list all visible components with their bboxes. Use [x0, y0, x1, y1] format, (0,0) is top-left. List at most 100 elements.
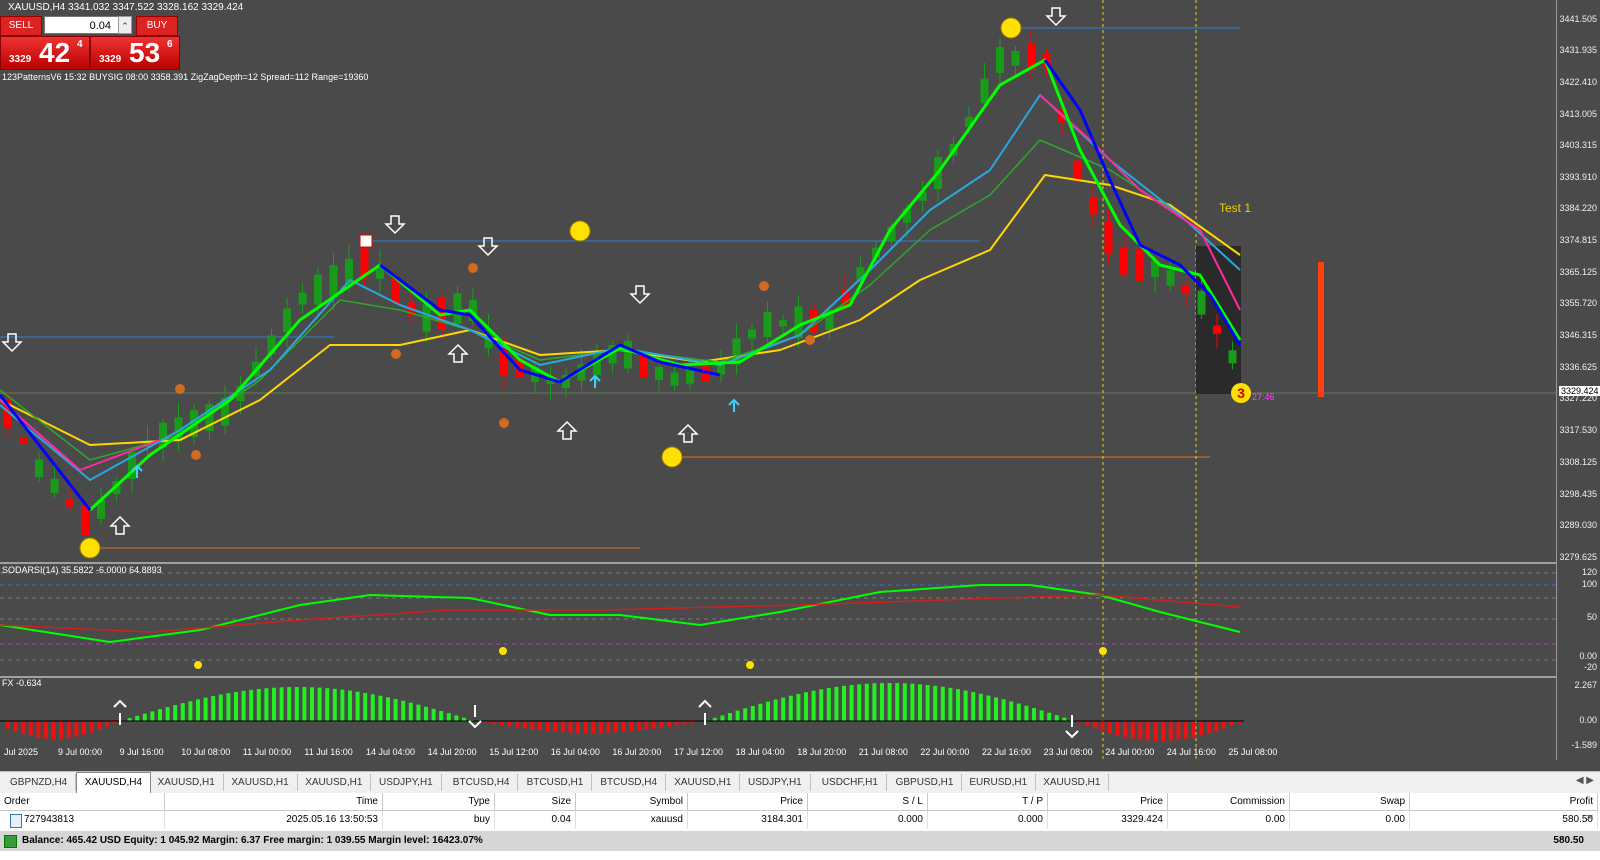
sell-label[interactable]: SELL: [0, 16, 42, 36]
fx-histogram-bar: [1168, 721, 1173, 741]
candle-body: [50, 478, 59, 493]
buy-label[interactable]: BUY: [136, 16, 178, 36]
pane-separator[interactable]: [0, 676, 1556, 678]
fx-histogram-bar: [294, 687, 299, 721]
candle-body: [1135, 248, 1144, 281]
candle-body: [779, 320, 787, 327]
fx-histogram-bar: [218, 694, 223, 721]
candle-body: [763, 311, 772, 338]
table-header[interactable]: S / L: [808, 793, 928, 811]
table-cell[interactable]: 0.00: [1168, 811, 1290, 829]
table-cell[interactable]: 727943813: [0, 811, 165, 829]
table-header[interactable]: Price: [1048, 793, 1168, 811]
chart-tab[interactable]: GBPNZD,H4: [2, 774, 77, 791]
cross-box-marker: [359, 234, 373, 248]
fx-histogram-bar: [264, 688, 269, 721]
fx-histogram-bar: [1130, 721, 1135, 739]
fx-histogram-bar: [1100, 721, 1105, 731]
chart-tab[interactable]: GBPUSD,H1: [888, 774, 963, 791]
table-header[interactable]: Time: [165, 793, 383, 811]
fx-histogram-bar: [712, 717, 717, 721]
cyan-up-arrow-marker: [728, 398, 740, 412]
table-header[interactable]: Type: [383, 793, 495, 811]
chart-tab[interactable]: USDCHF,H1: [814, 774, 887, 791]
table-header[interactable]: Symbol: [576, 793, 688, 811]
table-header[interactable]: Order: [0, 793, 165, 811]
chart-canvas[interactable]: [0, 0, 1556, 760]
table-header[interactable]: Size: [495, 793, 576, 811]
price-tick-label: 3327.220: [1559, 393, 1597, 403]
chart-tab[interactable]: USDJPY,H1: [371, 774, 442, 791]
fx-histogram-bar: [895, 683, 900, 721]
table-header[interactable]: T / P: [928, 793, 1048, 811]
candle-body: [918, 191, 927, 201]
fx-histogram-bar: [393, 699, 398, 721]
fx-histogram-bar: [667, 721, 672, 727]
table-header[interactable]: Swap: [1290, 793, 1410, 811]
down-arrow-marker: [477, 237, 499, 257]
fx-histogram-bar: [978, 693, 983, 721]
session-box: [1196, 246, 1241, 394]
chart-tab[interactable]: XAUUSD,H1: [1035, 774, 1110, 791]
buy-button[interactable]: 3329 53 6: [90, 36, 180, 70]
table-cell[interactable]: 3184.301: [688, 811, 808, 829]
price-scale[interactable]: 3441.505 3431.935 3422.410 3413.005 3403.315…: [1556, 0, 1600, 760]
price-chart[interactable]: [0, 0, 1556, 760]
chart-tab[interactable]: XAUUSD,H1: [150, 774, 224, 791]
price-tick-label: 3384.220: [1559, 203, 1597, 213]
fx-histogram-bar: [925, 684, 930, 721]
candle-body: [996, 47, 1004, 73]
chart-title: XAUUSD,H4 3341.032 3347.522 3328.162 332…: [8, 2, 244, 13]
buy-price-small: 3329: [99, 54, 122, 65]
table-cell[interactable]: 0.000: [928, 811, 1048, 829]
fx-histogram-bar: [826, 688, 831, 721]
chart-tab[interactable]: BTCUSD,H1: [519, 774, 593, 791]
chart-tab[interactable]: USDJPY,H1: [740, 774, 811, 791]
close-order-icon[interactable]: ✕: [1585, 813, 1594, 824]
signal-circle-marker: [661, 446, 683, 468]
lot-size-field[interactable]: 0.04: [44, 16, 132, 34]
candle-body: [4, 400, 12, 428]
order-icon: [10, 814, 22, 828]
fx-histogram-bar: [256, 688, 261, 721]
table-cell[interactable]: 0.000: [808, 811, 928, 829]
table-header[interactable]: Price: [688, 793, 808, 811]
table-cell[interactable]: 3329.424: [1048, 811, 1168, 829]
candle-body: [1182, 285, 1190, 294]
fx-histogram-bar: [401, 700, 406, 721]
chart-tab[interactable]: XAUUSD,H4: [75, 772, 152, 793]
fx-histogram-bar: [1047, 712, 1052, 721]
sell-price-sup: 4: [77, 39, 83, 50]
lot-increase-button[interactable]: ⌃: [118, 16, 132, 34]
chart-tab[interactable]: XAUUSD,H1: [223, 774, 298, 791]
fx-histogram-bar: [629, 721, 634, 732]
table-cell[interactable]: 580.50: [1410, 811, 1598, 829]
blue-ma-line: [1043, 59, 1242, 346]
table-cell[interactable]: 0.04: [495, 811, 576, 829]
tab-scroll-arrows[interactable]: ◀ ▶: [1575, 775, 1594, 786]
table-cell[interactable]: 2025.05.16 13:50:53: [165, 811, 383, 829]
price-tick-label: 3403.315: [1559, 140, 1597, 150]
chart-tab[interactable]: EURUSD,H1: [961, 774, 1037, 791]
pink-ma-line: [1039, 94, 1241, 311]
pane-separator[interactable]: [0, 562, 1556, 564]
pattern-dot-marker: [175, 384, 185, 394]
chart-tab[interactable]: XAUUSD,H1: [666, 774, 741, 791]
candle-body: [66, 499, 74, 507]
table-cell[interactable]: buy: [383, 811, 495, 829]
chart-tab[interactable]: BTCUSD,H4: [592, 774, 667, 791]
fx-histogram-bar: [773, 699, 778, 721]
table-header[interactable]: Profit: [1410, 793, 1598, 811]
candle-body: [391, 277, 400, 304]
table-header[interactable]: Commission: [1168, 793, 1290, 811]
candle-body: [546, 377, 555, 385]
chart-tab[interactable]: BTCUSD,H4: [445, 774, 519, 791]
candle-body: [624, 341, 632, 369]
chart-tab[interactable]: XAUUSD,H1: [297, 774, 372, 791]
table-cell[interactable]: 0.00: [1290, 811, 1410, 829]
time-tick-label: 22 Jul 00:00: [920, 747, 970, 757]
rsi-scale-label: -20: [1583, 662, 1597, 672]
time-tick-label: Jul 2025: [4, 747, 39, 757]
table-cell[interactable]: xauusd: [576, 811, 688, 829]
sell-button[interactable]: 3329 42 4: [0, 36, 90, 70]
